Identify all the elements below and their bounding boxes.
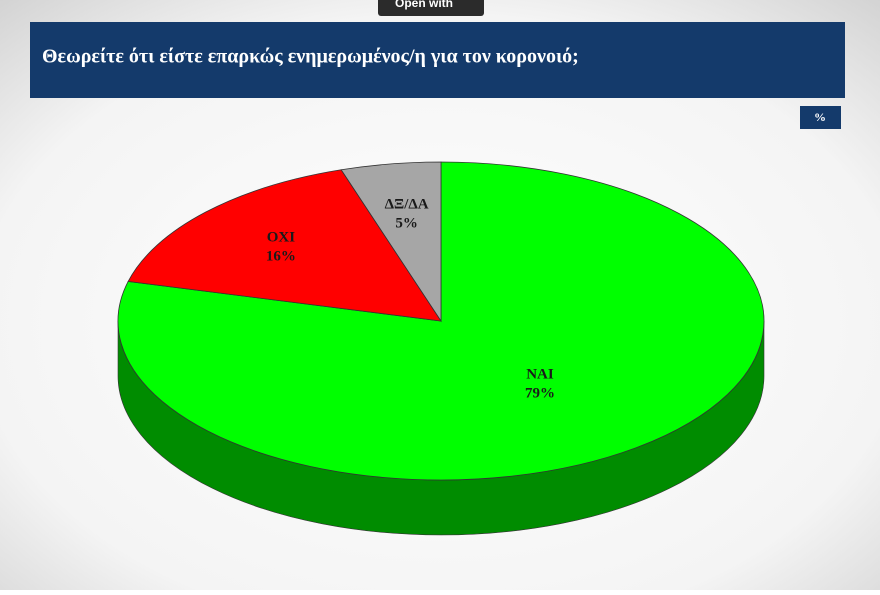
slice-category-label: ΔΞ/ΔΑ — [385, 197, 429, 213]
chart-title: Θεωρείτε ότι είστε επαρκώς ενημερωμένος/… — [42, 46, 579, 68]
title-bar — [30, 22, 845, 98]
unit-label: % — [814, 110, 826, 124]
open-with-label: Open with — [395, 0, 453, 10]
slice-category-label: ΝΑΙ — [526, 366, 554, 382]
unit-badge — [800, 106, 841, 129]
open-with-button[interactable] — [378, 0, 484, 16]
slice-value-label: 79% — [525, 385, 555, 401]
slice-category-label: ΟΧΙ — [267, 229, 296, 245]
slice — [340, 161, 442, 323]
slice-value-label: 16% — [266, 248, 296, 264]
slice-value-label: 5% — [395, 216, 418, 232]
slice — [127, 169, 442, 322]
pie: ΝΑΙ 79% ΟΧΙ 16% ΔΞ/ΔΑ 5% — [117, 161, 765, 536]
